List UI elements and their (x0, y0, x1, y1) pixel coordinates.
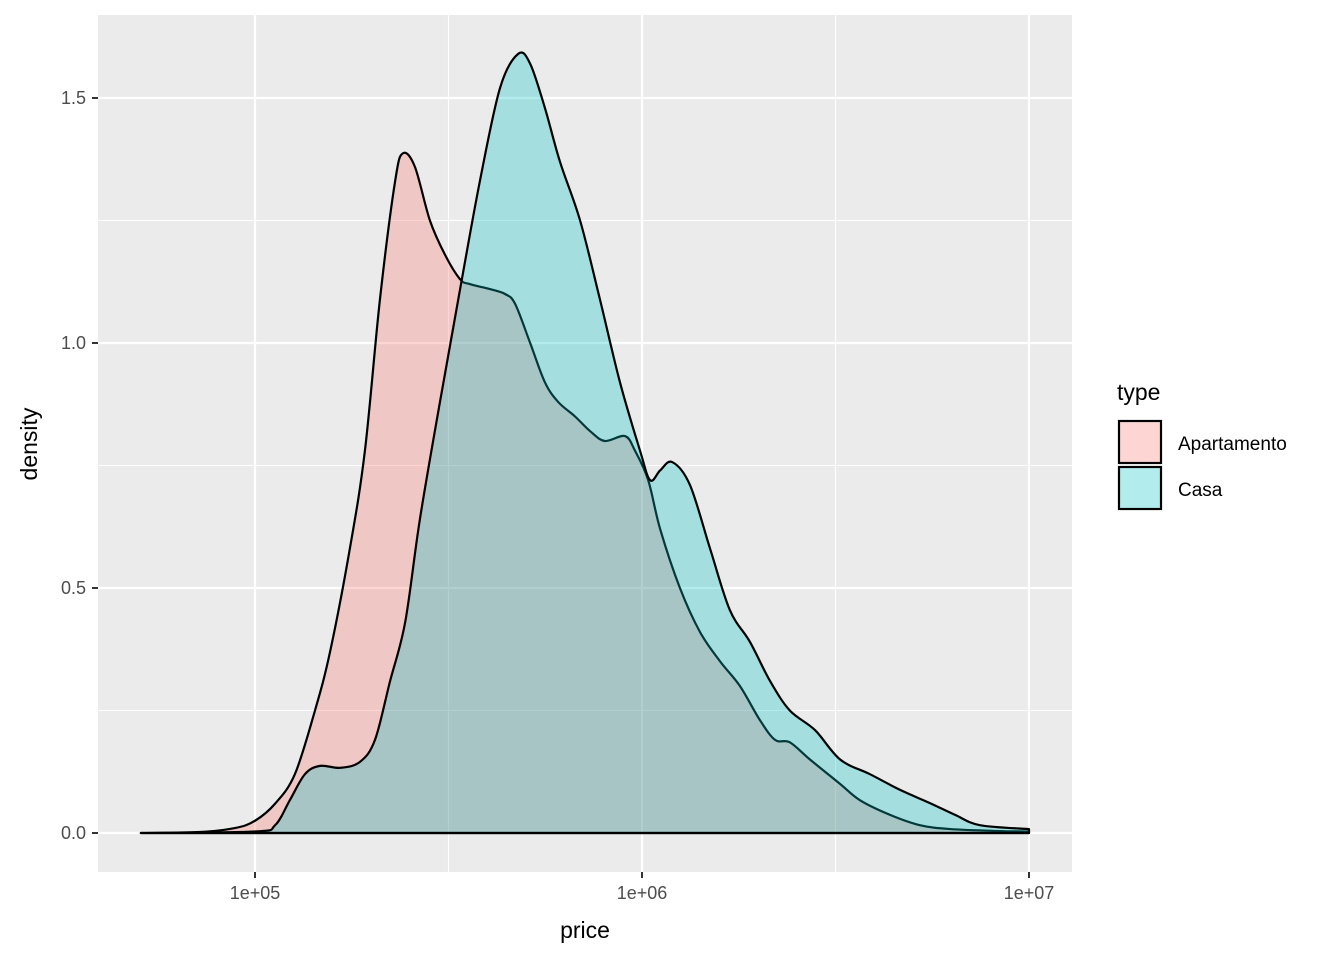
x-tick-label: 1e+06 (617, 883, 668, 903)
legend-key-apartamento (1117, 419, 1163, 465)
legend-key-bg (1119, 421, 1161, 463)
legend-label: Casa (1178, 480, 1223, 501)
plot-panel (98, 15, 1072, 872)
density-area-casa (140, 52, 1029, 833)
x-tick-label: 1e+07 (1004, 883, 1055, 903)
x-tick-label: 1e+05 (230, 883, 281, 903)
legend: type Apartamento Casa (1117, 379, 1287, 511)
y-tick-label: 1.5 (61, 88, 86, 108)
y-tick-label: 0.5 (61, 578, 86, 598)
x-axis-title: price (560, 917, 610, 943)
density-outline-casa (139, 51, 1031, 835)
density-outline-apartamento (139, 151, 1031, 835)
y-tick-label: 0.0 (61, 823, 86, 843)
density-area-apartamento (140, 152, 1029, 834)
legend-label: Apartamento (1178, 434, 1287, 455)
y-tick-label: 1.0 (61, 333, 86, 353)
y-axis-title: density (16, 407, 42, 480)
axes: 1e+05 1e+06 1e+07 0.0 0.5 1.0 1.5 (61, 88, 1054, 903)
density-areas (139, 51, 1031, 835)
legend-key-casa (1117, 465, 1163, 511)
legend-key-bg (1119, 467, 1161, 509)
legend-title: type (1117, 379, 1160, 405)
